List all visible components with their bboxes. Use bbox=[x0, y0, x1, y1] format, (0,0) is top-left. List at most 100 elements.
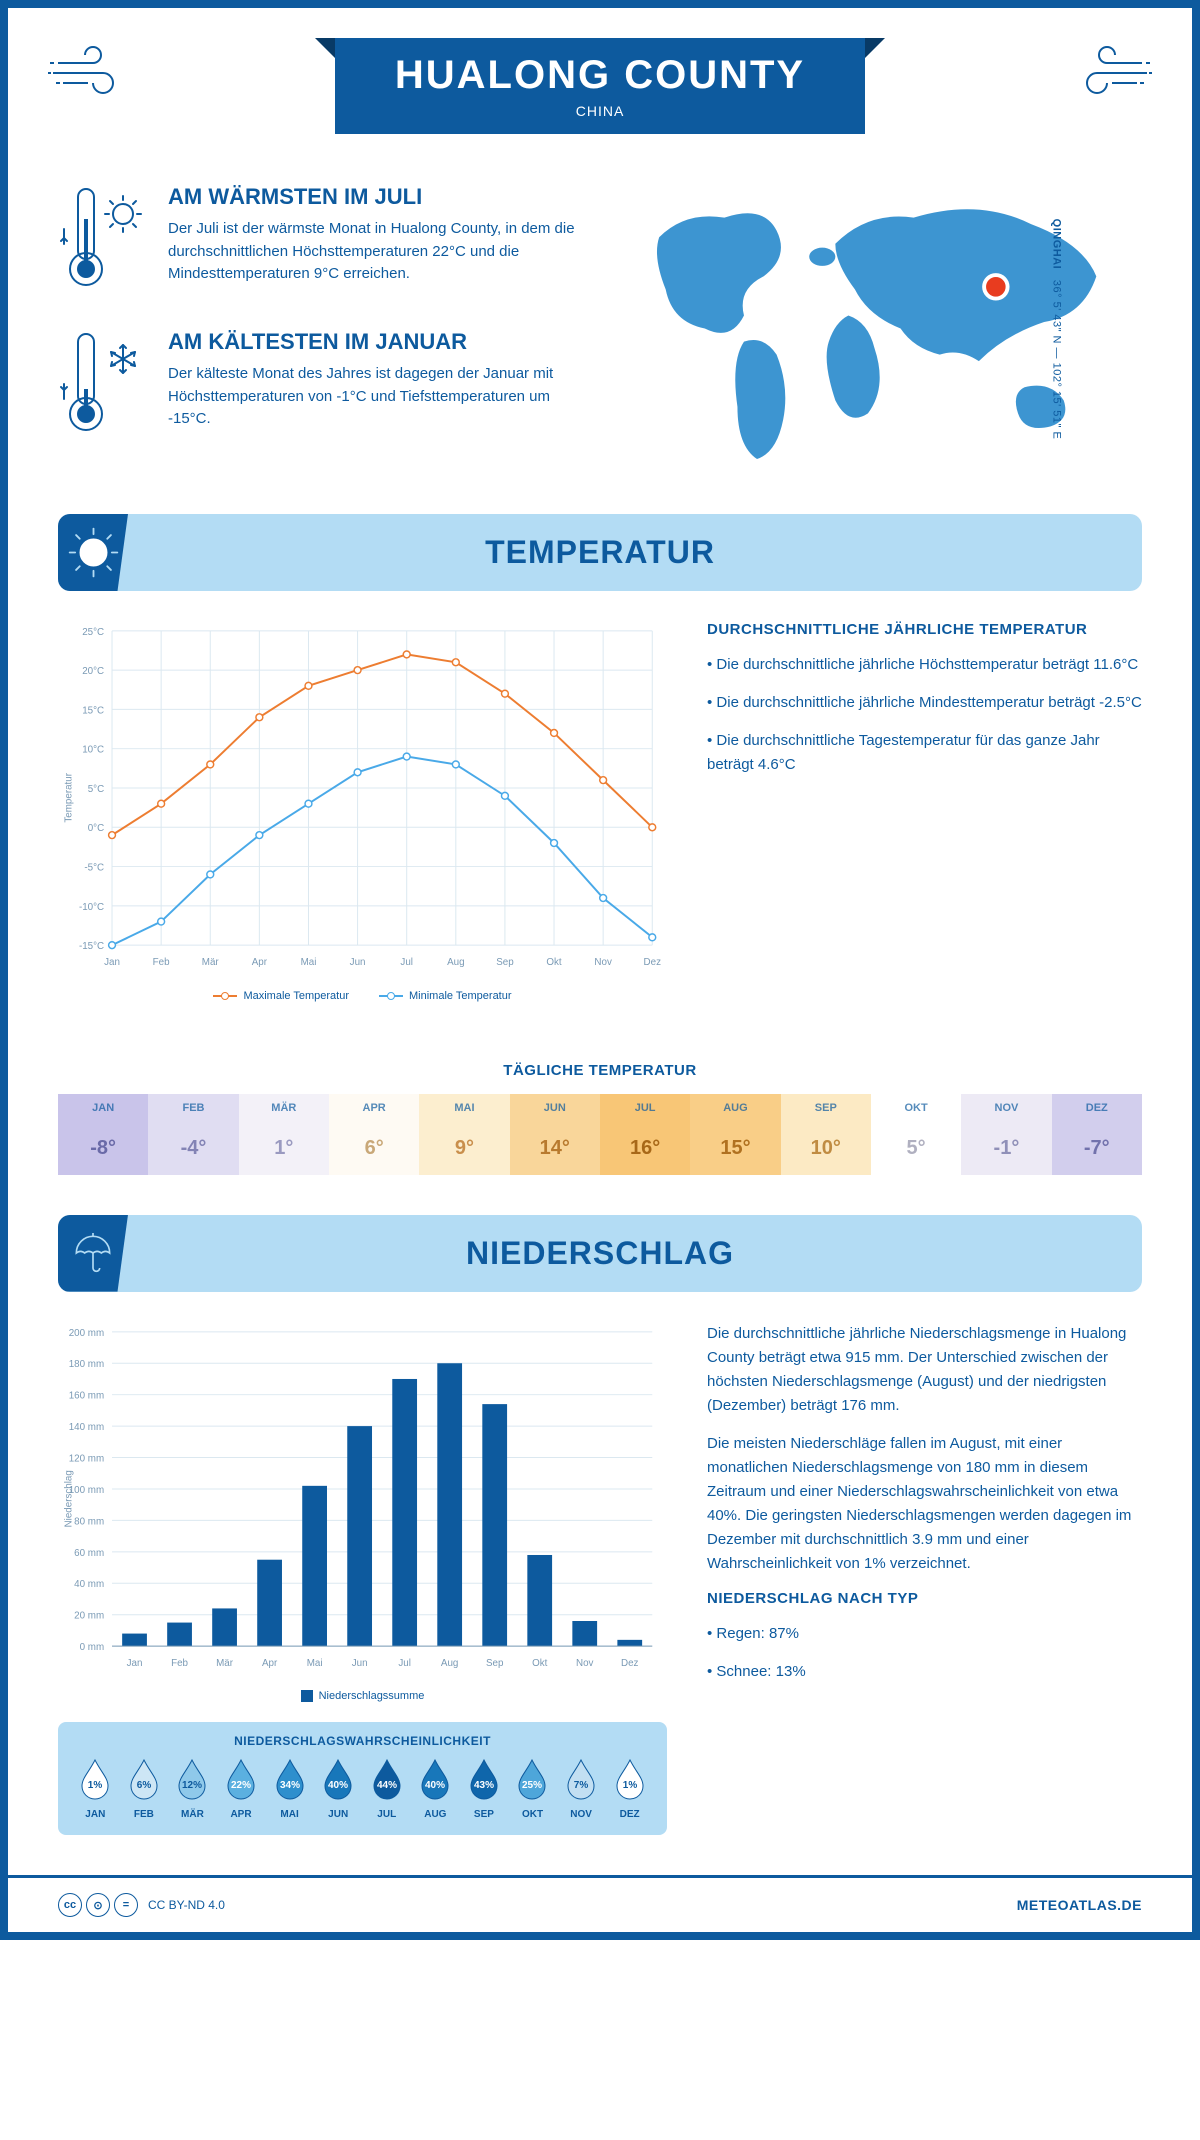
probability-cell: 34%MAI bbox=[267, 1758, 312, 1820]
license-label: CC BY-ND 4.0 bbox=[148, 1898, 225, 1912]
daily-temp-cell: DEZ-7° bbox=[1052, 1094, 1142, 1175]
svg-text:43%: 43% bbox=[474, 1780, 494, 1791]
coldest-text: Der kälteste Monat des Jahres ist dagege… bbox=[168, 363, 580, 431]
svg-text:0°C: 0°C bbox=[88, 823, 104, 834]
svg-text:140 mm: 140 mm bbox=[69, 1422, 104, 1433]
svg-text:Aug: Aug bbox=[447, 957, 464, 968]
precip-paragraph: Die durchschnittliche jährliche Niedersc… bbox=[707, 1322, 1142, 1418]
svg-text:Mai: Mai bbox=[301, 957, 317, 968]
svg-text:25°C: 25°C bbox=[82, 627, 104, 638]
svg-text:34%: 34% bbox=[280, 1780, 300, 1791]
precipitation-title: NIEDERSCHLAG bbox=[466, 1235, 734, 1272]
daily-temp-cell: AUG15° bbox=[690, 1094, 780, 1175]
probability-cell: 12%MÄR bbox=[170, 1758, 215, 1820]
svg-text:Nov: Nov bbox=[594, 957, 612, 968]
svg-text:Sep: Sep bbox=[496, 957, 514, 968]
probability-cell: 40%JUN bbox=[316, 1758, 361, 1820]
svg-text:Dez: Dez bbox=[644, 957, 662, 968]
svg-text:Temperatur: Temperatur bbox=[64, 772, 75, 822]
svg-text:Apr: Apr bbox=[262, 1657, 278, 1668]
svg-text:Jan: Jan bbox=[104, 957, 120, 968]
umbrella-icon bbox=[68, 1228, 118, 1278]
daily-temp-cell: NOV-1° bbox=[961, 1094, 1051, 1175]
coords-label: QINGHAI 36° 5' 43" N — 102° 15' 51" E bbox=[1051, 219, 1063, 440]
probability-cell: 22%APR bbox=[219, 1758, 264, 1820]
svg-text:20°C: 20°C bbox=[82, 666, 104, 677]
temp-bullet: • Die durchschnittliche jährliche Höchst… bbox=[707, 653, 1142, 677]
temperature-title: TEMPERATUR bbox=[485, 534, 715, 571]
footer: cc⊙= CC BY-ND 4.0 METEOATLAS.DE bbox=[8, 1875, 1192, 1932]
daily-temp-table: JAN-8°FEB-4°MÄR1°APR6°MAI9°JUN14°JUL16°A… bbox=[58, 1094, 1142, 1175]
svg-text:Mär: Mär bbox=[202, 957, 220, 968]
svg-text:Jun: Jun bbox=[352, 1657, 368, 1668]
daily-temp-cell: FEB-4° bbox=[148, 1094, 238, 1175]
temp-side-title: DURCHSCHNITTLICHE JÄHRLICHE TEMPERATUR bbox=[707, 621, 1142, 638]
sun-icon bbox=[66, 525, 121, 580]
precip-type-bullet: • Regen: 87% bbox=[707, 1622, 1142, 1646]
svg-text:Jun: Jun bbox=[350, 957, 366, 968]
svg-text:Jul: Jul bbox=[400, 957, 413, 968]
svg-text:40%: 40% bbox=[328, 1780, 348, 1791]
svg-text:160 mm: 160 mm bbox=[69, 1390, 104, 1401]
precipitation-chart: 0 mm20 mm40 mm60 mm80 mm100 mm120 mm140 … bbox=[58, 1322, 667, 1676]
svg-text:1%: 1% bbox=[622, 1780, 637, 1791]
temperature-chart: -15°C-10°C-5°C0°C5°C10°C15°C20°C25°CJanF… bbox=[58, 621, 667, 975]
temp-legend: Maximale Temperatur Minimale Temperatur bbox=[58, 990, 667, 1002]
probability-cell: 1%JAN bbox=[73, 1758, 118, 1820]
svg-text:Dez: Dez bbox=[621, 1657, 639, 1668]
svg-text:Nov: Nov bbox=[576, 1657, 594, 1668]
daily-temp-cell: JUL16° bbox=[600, 1094, 690, 1175]
svg-text:60 mm: 60 mm bbox=[74, 1547, 104, 1558]
daily-temp-title: TÄGLICHE TEMPERATUR bbox=[8, 1062, 1192, 1079]
svg-text:200 mm: 200 mm bbox=[69, 1327, 104, 1338]
svg-text:44%: 44% bbox=[377, 1780, 397, 1791]
wind-icon bbox=[1052, 43, 1152, 103]
probability-cell: 40%AUG bbox=[413, 1758, 458, 1820]
thermometer-hot-icon bbox=[58, 184, 148, 294]
header: HUALONG COUNTY CHINA bbox=[8, 8, 1192, 154]
daily-temp-cell: OKT5° bbox=[871, 1094, 961, 1175]
svg-text:Aug: Aug bbox=[441, 1657, 458, 1668]
probability-cell: 6%FEB bbox=[122, 1758, 167, 1820]
thermometer-cold-icon bbox=[58, 329, 148, 439]
daily-temp-cell: MAI9° bbox=[419, 1094, 509, 1175]
site-name: METEOATLAS.DE bbox=[1017, 1897, 1142, 1913]
svg-text:Feb: Feb bbox=[171, 1657, 188, 1668]
svg-text:20 mm: 20 mm bbox=[74, 1610, 104, 1621]
precip-type-title: NIEDERSCHLAG NACH TYP bbox=[707, 1590, 1142, 1607]
probability-cell: 1%DEZ bbox=[607, 1758, 652, 1820]
svg-text:Jul: Jul bbox=[398, 1657, 411, 1668]
svg-text:Mär: Mär bbox=[216, 1657, 234, 1668]
probability-box: NIEDERSCHLAGSWAHRSCHEINLICHKEIT 1%JAN6%F… bbox=[58, 1722, 667, 1835]
svg-text:Sep: Sep bbox=[486, 1657, 504, 1668]
svg-text:120 mm: 120 mm bbox=[69, 1453, 104, 1464]
svg-text:40%: 40% bbox=[425, 1780, 445, 1791]
wind-icon bbox=[48, 43, 148, 103]
svg-text:40 mm: 40 mm bbox=[74, 1579, 104, 1590]
daily-temp-cell: APR6° bbox=[329, 1094, 419, 1175]
svg-text:6%: 6% bbox=[137, 1780, 152, 1791]
svg-text:7%: 7% bbox=[574, 1780, 589, 1791]
temperature-header: TEMPERATUR bbox=[58, 514, 1142, 591]
svg-text:25%: 25% bbox=[522, 1780, 542, 1791]
coldest-title: AM KÄLTESTEN IM JANUAR bbox=[168, 329, 580, 355]
svg-text:80 mm: 80 mm bbox=[74, 1516, 104, 1527]
svg-text:Jan: Jan bbox=[127, 1657, 143, 1668]
svg-text:Okt: Okt bbox=[546, 957, 562, 968]
daily-temp-cell: JUN14° bbox=[510, 1094, 600, 1175]
svg-text:-10°C: -10°C bbox=[79, 902, 104, 913]
svg-text:Feb: Feb bbox=[153, 957, 170, 968]
probability-cell: 43%SEP bbox=[462, 1758, 507, 1820]
svg-text:10°C: 10°C bbox=[82, 745, 104, 756]
svg-text:15°C: 15°C bbox=[82, 705, 104, 716]
svg-text:5°C: 5°C bbox=[88, 784, 104, 795]
svg-text:180 mm: 180 mm bbox=[69, 1359, 104, 1370]
location-marker bbox=[984, 275, 1007, 298]
svg-text:Okt: Okt bbox=[532, 1657, 548, 1668]
svg-text:Apr: Apr bbox=[252, 957, 268, 968]
svg-text:12%: 12% bbox=[182, 1780, 202, 1791]
precip-legend: Niederschlagssumme bbox=[58, 1690, 667, 1702]
svg-text:0 mm: 0 mm bbox=[80, 1642, 105, 1653]
probability-cell: 25%OKT bbox=[510, 1758, 555, 1820]
cc-icons: cc⊙= bbox=[58, 1893, 138, 1917]
